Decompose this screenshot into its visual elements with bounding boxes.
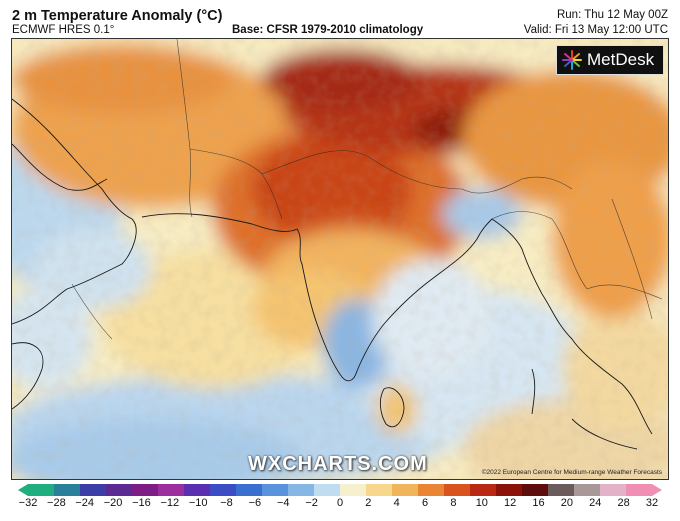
color-scale-tick-label: −4: [276, 497, 290, 509]
color-swatch: [54, 484, 81, 496]
color-scale-tick-label: −8: [220, 497, 233, 509]
color-swatch: [366, 484, 393, 496]
color-swatch: [444, 484, 471, 496]
color-scale-tick-label: 10: [475, 497, 488, 509]
model-name: ECMWF HRES 0.1°: [12, 24, 115, 36]
color-scale-tick-label: 12: [504, 497, 517, 509]
color-scale-tick-label: −16: [132, 497, 151, 509]
color-swatch: [106, 484, 133, 496]
color-swatch: [470, 484, 497, 496]
color-scale-tick-label: 6: [422, 497, 429, 509]
color-scale-tick-label: −6: [248, 497, 262, 509]
run-time: Run: Thu 12 May 00Z: [556, 9, 668, 21]
metdesk-logo: MetDesk: [556, 45, 664, 75]
field-texture: [12, 39, 668, 479]
color-swatch: [236, 484, 263, 496]
color-scale-bar: [18, 484, 662, 496]
metdesk-star-icon: [562, 50, 582, 70]
color-swatch: [548, 484, 575, 496]
color-swatch: [28, 484, 55, 496]
color-swatch: [288, 484, 315, 496]
color-scale-tick-label: 2: [365, 497, 372, 509]
country-borders: [71, 39, 663, 340]
color-scale-tick-label: −32: [18, 497, 38, 509]
color-swatch: [496, 484, 523, 496]
color-swatch: [418, 484, 445, 496]
color-scale-tick-label: 32: [645, 497, 659, 509]
color-swatch: [574, 484, 601, 496]
color-swatch: [522, 484, 549, 496]
color-scale-tick-label: −12: [160, 497, 180, 509]
color-scale-tick-label: −10: [188, 497, 208, 509]
color-swatch: [392, 484, 419, 496]
color-scale-tick-label: 8: [450, 497, 457, 509]
color-scale-tick-label: 20: [560, 497, 574, 509]
color-swatch: [132, 484, 159, 496]
temperature-anomaly-map: MetDesk WXCHARTS.COM ©2022 European Cent…: [11, 38, 669, 480]
coastlines: [12, 98, 653, 450]
map-title: 2 m Temperature Anomaly (°C): [12, 8, 223, 24]
color-swatch: [600, 484, 627, 496]
metdesk-logo-text: MetDesk: [587, 50, 655, 69]
color-swatch: [184, 484, 211, 496]
color-scale-tick-label: 16: [532, 497, 545, 509]
wxcharts-watermark: WXCHARTS.COM: [248, 453, 428, 475]
color-swatch: [340, 484, 367, 496]
color-scale-swatches: [28, 484, 653, 496]
color-swatch: [314, 484, 341, 496]
color-scale-tick-label: 28: [617, 497, 630, 509]
color-scale-low-arrow: [18, 484, 28, 496]
color-scale-high-arrow: [652, 484, 662, 496]
valid-time: Valid: Fri 13 May 12:00 UTC: [523, 24, 668, 36]
color-swatch: [626, 484, 653, 496]
ecmwf-copyright: ©2022 European Centre for Medium-range W…: [481, 469, 662, 476]
color-swatch: [210, 484, 237, 496]
color-scale-tick-label: −2: [305, 497, 318, 509]
climatology-base: Base: CFSR 1979-2010 climatology: [232, 24, 424, 36]
color-scale-ticks: −32 −28 −24 −20 −16 −12 −10 −8 −6 −4 −2 0 2 4 6 8 10 12 16…: [0, 497, 680, 513]
map-canvas: [12, 39, 668, 479]
color-scale-tick-label: 0: [336, 497, 344, 509]
color-scale-tick-label: −24: [75, 497, 95, 509]
color-swatch: [80, 484, 107, 496]
color-swatch: [262, 484, 289, 496]
color-scale-tick-label: 24: [589, 497, 602, 509]
color-scale-tick-label: 4: [393, 497, 400, 509]
color-swatch: [158, 484, 185, 496]
color-scale-tick-label: −28: [47, 497, 66, 509]
color-scale-tick-label: −20: [103, 497, 123, 509]
